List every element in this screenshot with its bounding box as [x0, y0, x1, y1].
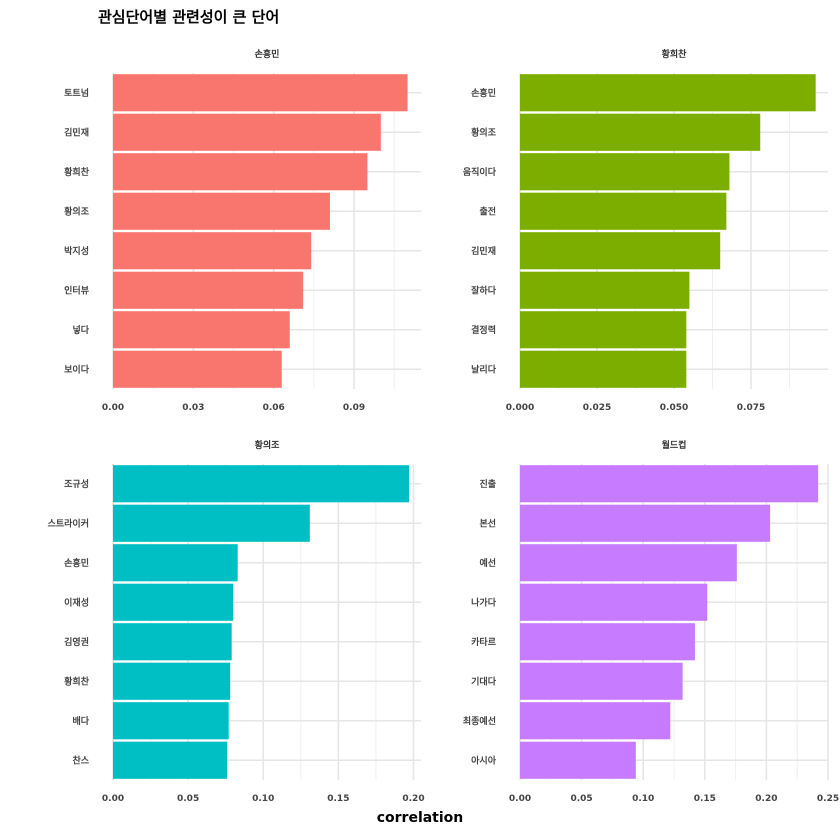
- bar: [520, 350, 687, 388]
- x-tick-label: 0.00: [102, 403, 124, 413]
- y-tick-label: 배다: [72, 715, 89, 727]
- y-tick-label: 기대다: [471, 675, 497, 687]
- bar: [113, 504, 310, 542]
- y-tick-label: 황의조: [471, 126, 497, 138]
- x-tick-label: 0.05: [570, 794, 592, 804]
- y-tick-label: 잘하다: [471, 284, 497, 296]
- x-tick-label: 0.10: [632, 794, 654, 804]
- bar: [113, 153, 368, 191]
- bar: [520, 662, 683, 700]
- bar: [113, 662, 231, 700]
- bar: [113, 702, 229, 740]
- x-tick-label: 0.05: [177, 794, 199, 804]
- bar: [113, 232, 312, 270]
- bar: [113, 623, 232, 661]
- y-tick-label: 스트라이커: [48, 517, 89, 529]
- x-tick-label: 0.050: [660, 403, 688, 413]
- x-tick-label: 0.25: [817, 794, 839, 804]
- bar: [520, 504, 771, 542]
- x-tick-label: 0.06: [263, 403, 285, 413]
- bar: [520, 271, 690, 309]
- y-tick-label: 박지성: [64, 245, 89, 257]
- x-tick-label: 0.00: [509, 794, 531, 804]
- facet-strip-label: 황희찬: [662, 48, 688, 60]
- bar: [520, 113, 761, 151]
- bar: [113, 465, 409, 503]
- x-tick-label: 0.20: [755, 794, 777, 804]
- bar: [113, 113, 381, 151]
- y-tick-label: 본선: [479, 517, 496, 529]
- bar: [113, 192, 330, 230]
- bar: [113, 741, 228, 779]
- y-tick-label: 김민재: [64, 126, 89, 138]
- y-tick-label: 넣다: [72, 324, 89, 336]
- y-tick-label: 움직이다: [463, 166, 497, 178]
- x-tick-label: 0.09: [343, 403, 365, 413]
- y-tick-label: 김민재: [471, 245, 496, 257]
- bar: [113, 350, 282, 388]
- bar: [113, 544, 238, 582]
- facet-strip-label: 월드컵: [662, 439, 687, 451]
- y-tick-label: 보이다: [64, 363, 90, 375]
- x-tick-label: 0.10: [252, 794, 274, 804]
- y-tick-label: 황희찬: [64, 675, 90, 687]
- x-tick-label: 0.15: [694, 794, 716, 804]
- bar: [520, 232, 721, 270]
- y-tick-label: 나가다: [471, 596, 497, 608]
- bar: [520, 465, 819, 503]
- y-tick-label: 황의조: [64, 205, 90, 217]
- bar: [520, 153, 730, 191]
- bar: [520, 74, 816, 112]
- y-tick-label: 인터뷰: [64, 284, 89, 296]
- x-tick-label: 0.00: [102, 794, 124, 804]
- y-tick-label: 결정력: [471, 324, 496, 336]
- x-tick-label: 0.15: [327, 794, 349, 804]
- x-tick-label: 0.000: [506, 403, 534, 413]
- bar: [520, 623, 695, 661]
- chart-title: 관심단어별 관련성이 큰 단어: [98, 8, 280, 26]
- x-tick-label: 0.025: [583, 403, 611, 413]
- y-tick-label: 최종예선: [463, 715, 496, 727]
- x-tick-label: 0.075: [737, 403, 765, 413]
- bar: [520, 583, 708, 621]
- y-tick-label: 카타르: [471, 636, 497, 648]
- y-tick-label: 출전: [479, 205, 496, 217]
- bar: [520, 192, 727, 230]
- x-tick-label: 0.03: [182, 403, 204, 413]
- bar: [520, 311, 687, 349]
- facet-strip-label: 황의조: [255, 439, 281, 451]
- bar: [113, 271, 304, 309]
- x-tick-label: 0.20: [402, 794, 424, 804]
- y-tick-label: 이재성: [64, 596, 89, 608]
- bar: [113, 583, 234, 621]
- y-tick-label: 찬스: [72, 754, 89, 766]
- y-tick-label: 토트넘: [64, 87, 89, 99]
- y-tick-label: 손흥민: [64, 557, 89, 569]
- facet-strip-label: 손흥민: [255, 48, 280, 60]
- y-tick-label: 진출: [479, 478, 496, 490]
- y-tick-label: 아시아: [471, 754, 497, 766]
- bar: [520, 702, 671, 740]
- bar: [520, 544, 737, 582]
- x-axis-label: correlation: [376, 810, 464, 826]
- y-tick-label: 예선: [479, 557, 496, 569]
- bar: [113, 74, 408, 112]
- y-tick-label: 김영권: [64, 636, 89, 648]
- bar: [113, 311, 290, 349]
- bar: [520, 741, 636, 779]
- y-tick-label: 조규성: [64, 478, 89, 490]
- y-tick-label: 황희찬: [64, 166, 90, 178]
- y-tick-label: 손흥민: [471, 87, 496, 99]
- y-tick-label: 날리다: [471, 363, 497, 375]
